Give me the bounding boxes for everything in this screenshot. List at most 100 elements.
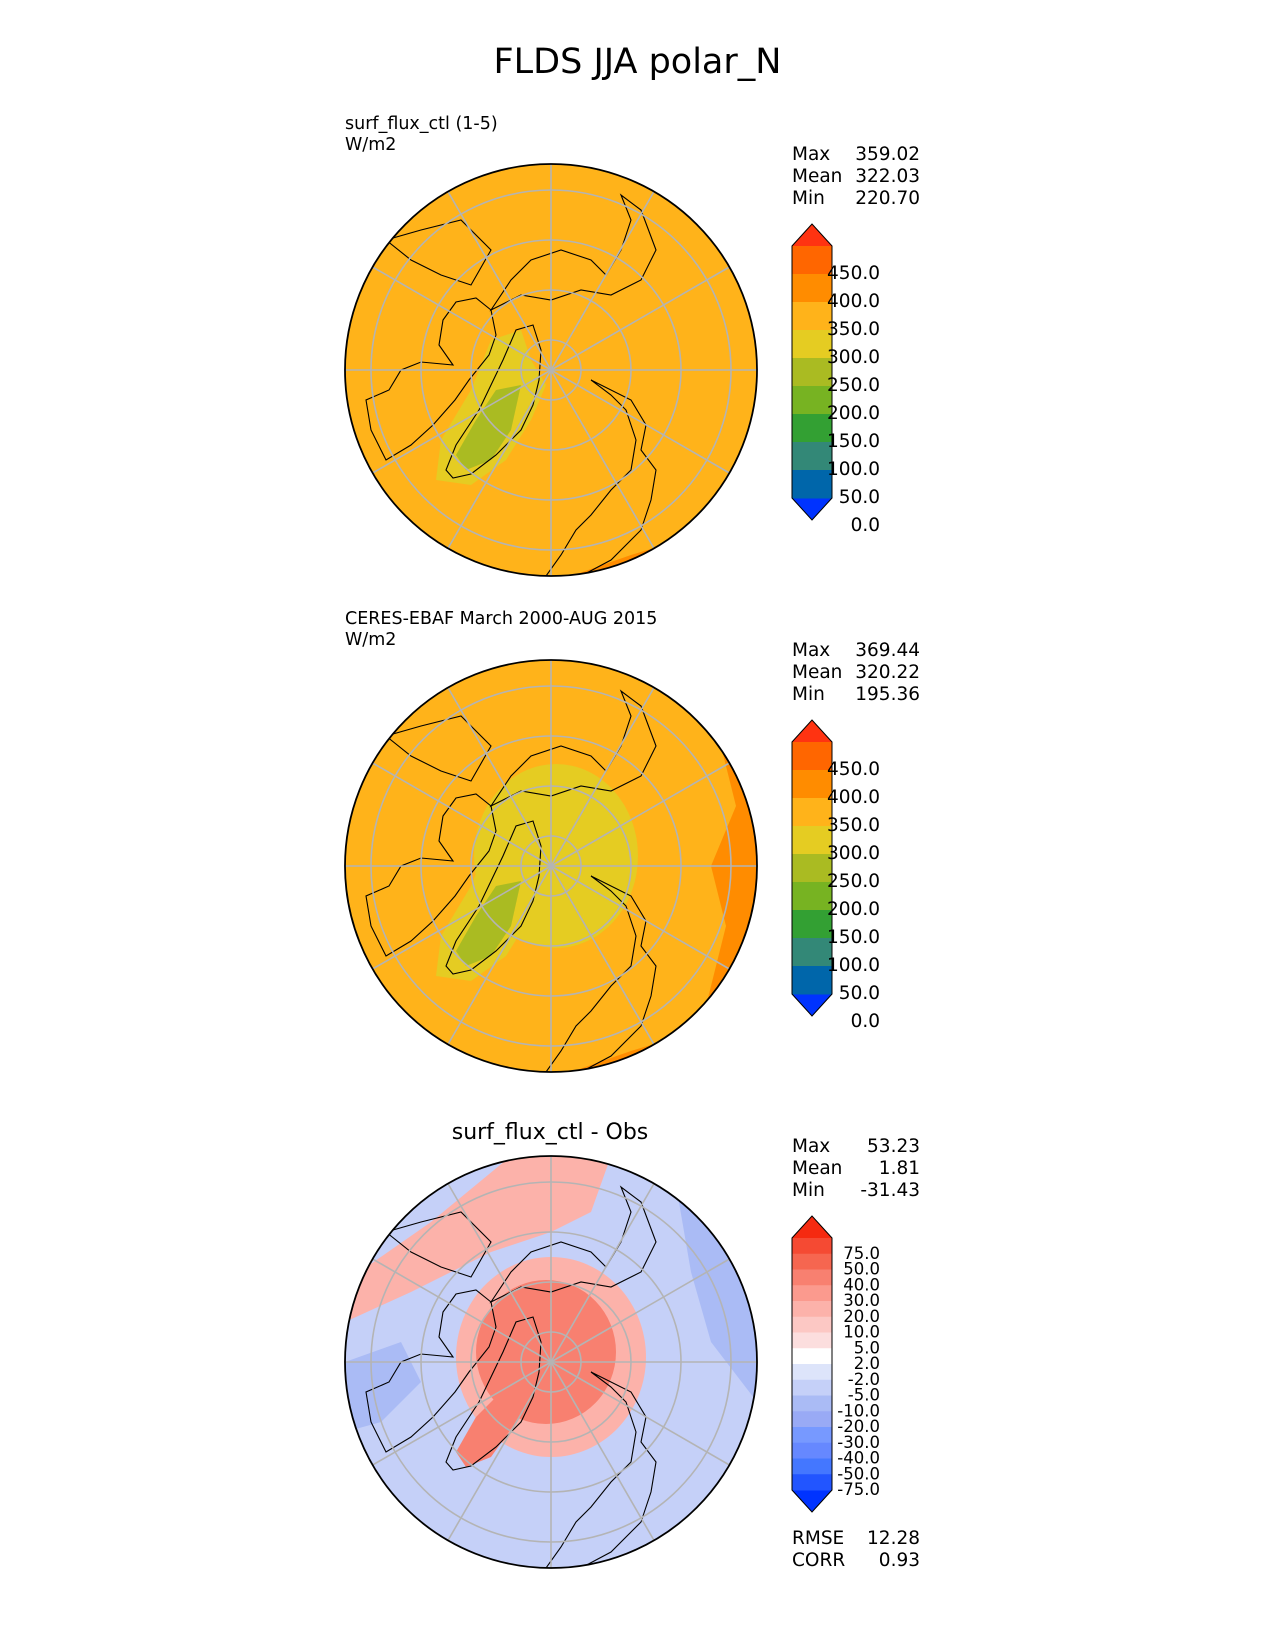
colorbar-segment [792,1332,832,1349]
colorbar-tick-label: 30.0 [843,1291,880,1310]
longitude-line [372,865,552,970]
colorbar-tick-label: 450.0 [827,263,880,284]
colorbar-tick-label: 50.0 [839,487,880,508]
colorbar-tick-label: 50.0 [843,1260,880,1279]
panel-1-stats: Max 359.02 Mean 322.03 Min 220.70 [792,144,920,210]
colorbar-tick-label: 350.0 [827,815,880,836]
colorbar-segment [792,1411,832,1428]
stat-label: Min [792,1180,825,1201]
stat-label: Min [792,188,825,209]
colorbar-segment [792,1364,832,1381]
longitude-line [550,266,730,371]
colorbar-tick-label: -10.0 [837,1401,880,1420]
colorbar-segment [792,1442,832,1459]
colorbar-tick-label: -5.0 [848,1386,880,1405]
coastline [445,820,542,975]
figure-title: FLDS JJA polar_N [493,42,782,82]
stat-value: 0.93 [878,1550,920,1571]
colorbar-segment [792,1269,832,1286]
longitude-line [447,1183,552,1363]
colorbar-extend-top [792,1216,832,1238]
colorbar-segment [792,882,832,911]
colorbar-tick-label: 100.0 [827,955,880,976]
longitude-line [372,762,552,867]
colorbar-tick-label: 100.0 [827,459,880,480]
stat-label: Max [792,640,831,661]
colorbar-tick-label: -40.0 [837,1449,880,1468]
colorbar-segment [792,1395,832,1412]
colorbar-segment [792,1238,832,1255]
colorbar-tick-label: 150.0 [827,927,880,948]
coastline [365,793,497,957]
longitude-line [372,266,552,371]
longitude-line [372,1361,552,1466]
coastline [445,324,542,479]
stat-value: -31.43 [860,1180,920,1201]
stat-value: 220.70 [855,188,920,209]
stat-value: 12.28 [867,1528,920,1549]
colorbar-outline [791,719,833,1017]
panel-3-footer-stats: RMSE 12.28 CORR 0.93 [792,1528,920,1572]
colorbar-segment [792,274,832,303]
diff-blue-region [671,1156,757,1402]
colorbar-segment [792,938,832,967]
stat-value: 359.02 [855,144,920,165]
stat-label: Mean [792,166,843,187]
colorbar-tick-label: -20.0 [837,1417,880,1436]
greenland-green [456,385,521,470]
colorbar-tick-label: 400.0 [827,291,880,312]
stat-value: 322.03 [855,166,920,187]
colorbar-tick-label: 400.0 [827,787,880,808]
colorbar-tick-label: 20.0 [843,1307,880,1326]
stat-value: 320.22 [855,662,920,683]
longitude-line [550,865,655,1045]
colorbar-segment [792,1301,832,1318]
colorbar-tick-label: 75.0 [843,1244,880,1263]
longitude-line [550,687,655,867]
panel-1-title: surf_flux_ctl (1-5) W/m2 [345,114,498,156]
panel-1-units: W/m2 [345,135,397,155]
colorbar-tick-label: 150.0 [827,431,880,452]
colorbar-tick-label: 250.0 [827,375,880,396]
colorbar-segment [792,414,832,443]
colorbar-tick-label: 450.0 [827,759,880,780]
longitude-line [550,1361,655,1541]
stat-label: Min [792,684,825,705]
colorbar-segment [792,826,832,855]
colorbar-segment [792,966,832,995]
longitude-line [550,369,730,474]
colorbar-extend-top [792,720,832,742]
colorbar-3: 75.050.040.030.020.010.05.02.0-2.0-5.0-1… [791,1215,880,1513]
colorbar-extend-bottom [792,994,832,1016]
colorbar-segment [792,798,832,827]
colorbar-segment [792,1348,832,1365]
colorbar-extend-top [792,224,832,246]
greenland-red [456,1382,531,1467]
longitude-line [550,369,655,549]
colorbar-tick-label: -2.0 [848,1370,880,1389]
longitude-line [550,1361,730,1466]
colorbar-tick-label: 300.0 [827,843,880,864]
coastline [445,1316,542,1471]
colorbar-outline [791,1215,833,1513]
coastline [384,715,492,782]
map-panel-2 [344,659,758,1073]
stat-label: RMSE [792,1528,845,1549]
coastline [384,219,492,286]
panel-2-units: W/m2 [345,630,397,650]
colorbar-segment [792,442,832,471]
colorbar-extend-bottom [792,1490,832,1512]
longitude-line [447,191,552,371]
stat-label: Max [792,1136,831,1157]
panel-3-title: surf_flux_ctl - Obs [451,1120,649,1145]
diff-pink-region [345,1156,611,1322]
longitude-line [447,865,552,1045]
map-boundary [344,163,758,577]
colorbar-tick-label: -75.0 [837,1480,880,1499]
longitude-line [447,1361,552,1541]
colorbar-tick-label: 2.0 [854,1354,880,1373]
colorbar-tick-label: 10.0 [843,1323,880,1342]
stat-value: 1.81 [878,1158,920,1179]
colorbar-segment [792,1474,832,1491]
